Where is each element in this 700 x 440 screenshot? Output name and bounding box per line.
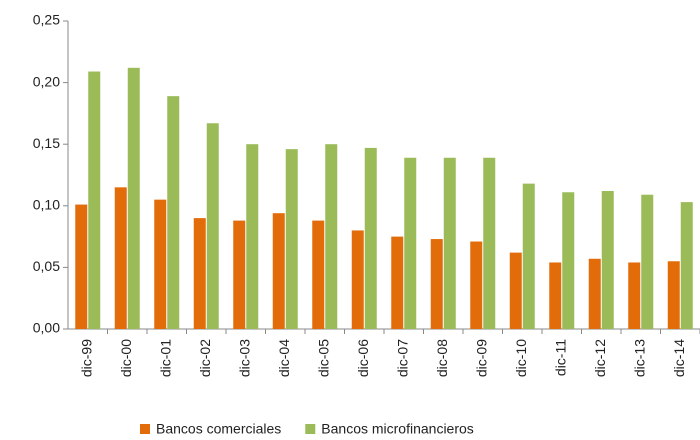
bar bbox=[549, 262, 562, 329]
x-tick-label: dic-07 bbox=[394, 339, 410, 377]
bar bbox=[233, 220, 246, 329]
bar bbox=[246, 144, 259, 329]
x-tick-label: dic-02 bbox=[197, 339, 213, 377]
bar bbox=[430, 239, 443, 329]
x-tick-label: dic-10 bbox=[513, 339, 529, 377]
bar bbox=[404, 157, 417, 329]
x-tick-label: dic-03 bbox=[236, 339, 252, 377]
y-tick-label: 0,20 bbox=[33, 73, 60, 89]
bar bbox=[562, 192, 575, 329]
bar bbox=[167, 96, 180, 329]
legend-label: Bancos comerciales bbox=[156, 421, 281, 437]
x-tick-label: dic-99 bbox=[78, 339, 94, 377]
x-tick-label: dic-06 bbox=[355, 339, 371, 377]
y-tick-label: 0,25 bbox=[33, 12, 60, 28]
bar bbox=[285, 149, 298, 329]
x-tick-label: dic-09 bbox=[473, 339, 489, 377]
bar bbox=[114, 187, 127, 329]
bar bbox=[325, 144, 338, 329]
x-tick-label: dic-12 bbox=[592, 339, 608, 377]
bar bbox=[443, 157, 456, 329]
x-tick-label: dic-04 bbox=[276, 339, 292, 377]
bar bbox=[88, 71, 101, 330]
bar bbox=[206, 123, 219, 329]
bar bbox=[588, 258, 601, 329]
x-tick-label: dic-13 bbox=[631, 339, 647, 377]
x-tick-label: dic-05 bbox=[315, 339, 331, 377]
bar bbox=[312, 220, 325, 329]
y-tick-label: 0,00 bbox=[33, 320, 60, 336]
bar bbox=[483, 157, 496, 329]
x-tick-label: dic-00 bbox=[118, 339, 134, 377]
bar bbox=[391, 236, 404, 329]
bar bbox=[127, 67, 140, 329]
bar bbox=[601, 191, 614, 329]
x-tick-label: dic-01 bbox=[157, 339, 173, 377]
y-tick-label: 0,15 bbox=[33, 135, 60, 151]
bar bbox=[193, 218, 206, 329]
bar bbox=[470, 241, 483, 329]
legend-label: Bancos microfinancieros bbox=[321, 421, 474, 437]
legend-swatch bbox=[305, 424, 316, 434]
x-tick-label: dic-14 bbox=[671, 339, 687, 377]
bar bbox=[509, 252, 522, 329]
bar bbox=[680, 202, 693, 329]
bar bbox=[272, 213, 285, 329]
bar bbox=[522, 183, 535, 329]
x-tick-label: dic-11 bbox=[552, 339, 568, 376]
bar bbox=[364, 147, 377, 329]
bar bbox=[641, 194, 654, 329]
bar bbox=[667, 261, 680, 329]
y-tick-label: 0,10 bbox=[33, 197, 60, 213]
bar bbox=[154, 199, 167, 329]
legend-swatch bbox=[140, 424, 150, 434]
bar bbox=[75, 204, 88, 329]
y-tick-label: 0,05 bbox=[33, 258, 60, 274]
bar bbox=[351, 230, 364, 329]
bar bbox=[628, 262, 641, 329]
x-tick-label: dic-08 bbox=[434, 339, 450, 377]
